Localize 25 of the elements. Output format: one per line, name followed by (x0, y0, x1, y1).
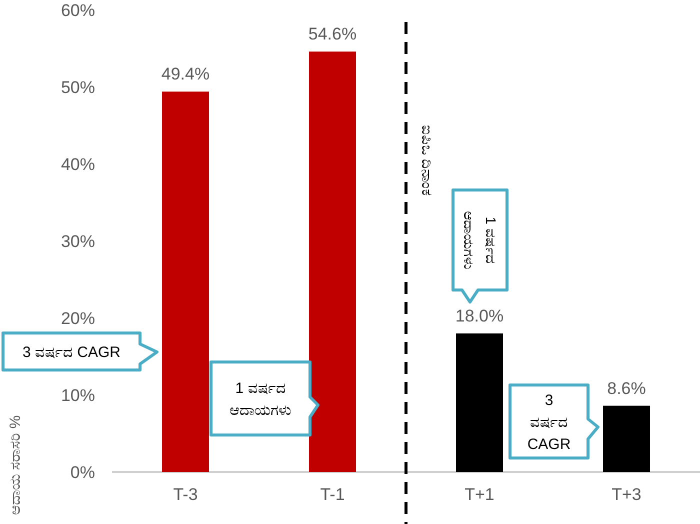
x-tick-label: T+1 (464, 485, 494, 504)
y-tick-label: 20% (60, 308, 95, 328)
bar (309, 52, 356, 472)
data-label: 54.6% (308, 24, 357, 44)
bar (162, 92, 209, 472)
annotation: 3 ವರ್ಷದ CAGR (22, 344, 121, 361)
y-axis-title: ಆದಾಯ ಸರಾಸರಿ % (7, 415, 24, 515)
y-tick-label: 40% (60, 154, 95, 174)
annotation: ಐಪಿಒ ದಿನಾಂಕ (418, 125, 435, 196)
x-tick-label: T+3 (612, 485, 642, 504)
data-label: 49.4% (161, 64, 210, 84)
annotation: 1 ವರ್ಷದ ಆದಾಯಗಳು (230, 380, 292, 419)
bar (456, 333, 503, 472)
bar (603, 406, 650, 472)
y-tick-label: 60% (60, 0, 95, 20)
annotation: 1 ವರ್ಷದ ಆದಾಯಗಳು (461, 211, 500, 269)
annotation: 3 ವರ್ಷದ CAGR (527, 392, 571, 453)
x-tick-label: T-1 (320, 485, 345, 504)
data-label: 18.0% (455, 306, 504, 326)
data-label: 8.6% (607, 378, 646, 398)
y-tick-label: 10% (60, 386, 95, 405)
x-tick-label: T-3 (173, 485, 198, 504)
y-tick-label: 30% (60, 232, 95, 251)
y-tick-label: 50% (60, 78, 95, 97)
y-tick-label: 0% (70, 462, 95, 482)
